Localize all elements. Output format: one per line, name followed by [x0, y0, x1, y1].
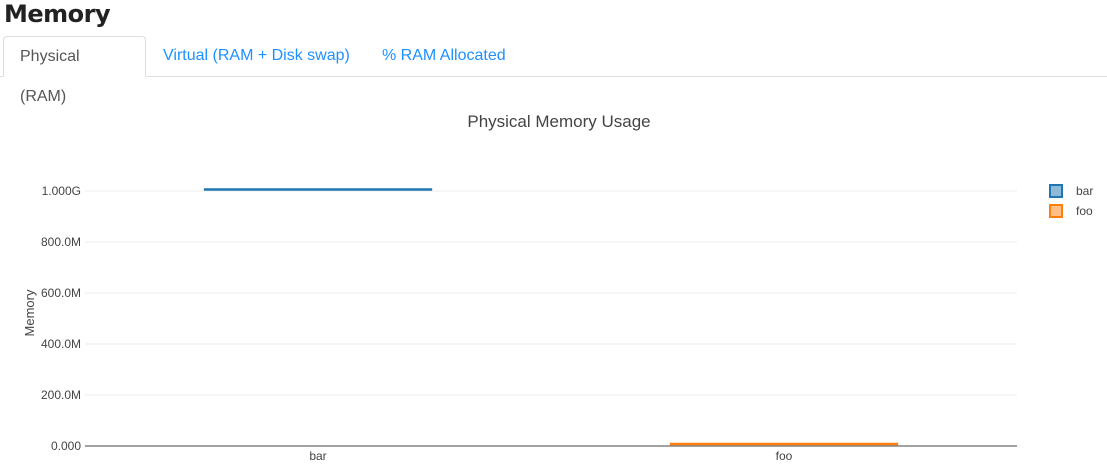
- y-tick-label: 0.000: [51, 439, 81, 453]
- tab-physical-ram[interactable]: Physical (RAM): [3, 36, 146, 105]
- legend-swatch-bar: [1049, 184, 1063, 198]
- y-tick-label: 200.0M: [41, 388, 81, 402]
- tab-bar: Physical (RAM) Virtual (RAM + Disk swap)…: [0, 36, 1107, 105]
- legend-label-foo: foo: [1076, 204, 1093, 218]
- chart-title: Physical Memory Usage: [467, 112, 650, 131]
- legend-swatch-foo: [1049, 204, 1063, 218]
- x-tick-label: bar: [309, 449, 326, 463]
- tab-virtual[interactable]: Virtual (RAM + Disk swap): [163, 47, 350, 64]
- y-axis-label: Memory: [22, 289, 37, 336]
- legend-label-bar: bar: [1076, 184, 1093, 198]
- y-tick-label: 800.0M: [41, 235, 81, 249]
- x-tick-label: foo: [776, 449, 793, 463]
- y-tick-label: 600.0M: [41, 286, 81, 300]
- y-tick-label: 400.0M: [41, 337, 81, 351]
- tab-ram-allocated[interactable]: % RAM Allocated: [382, 47, 506, 64]
- y-tick-label: 1.000G: [42, 184, 81, 198]
- page-title: Memory: [4, 0, 111, 28]
